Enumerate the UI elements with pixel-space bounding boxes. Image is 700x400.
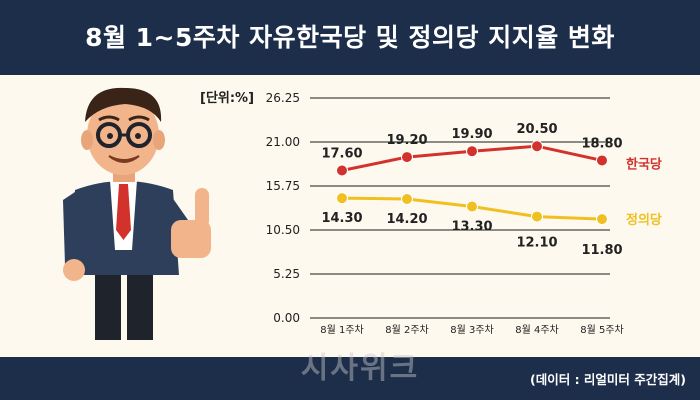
footer-bar [0, 357, 700, 400]
data-label: 17.60 [321, 146, 362, 161]
data-point [336, 164, 348, 177]
y-tick-label: 26.25 [266, 91, 300, 105]
y-tick-label: 10.50 [266, 223, 300, 237]
data-point [336, 192, 348, 205]
x-tick-label: 8월 3주차 [450, 324, 494, 336]
y-tick-label: 0.00 [273, 311, 300, 325]
data-point [531, 140, 543, 153]
data-label: 14.20 [386, 212, 427, 227]
unit-label: [단위:%] [200, 91, 255, 106]
data-label: 19.20 [386, 133, 427, 148]
businessman-thumbs-up-illustration [63, 87, 211, 340]
data-point [531, 210, 543, 223]
data-label: 14.30 [321, 211, 362, 226]
y-tick-label: 5.25 [273, 267, 300, 281]
y-tick-label: 15.75 [266, 179, 300, 193]
source-note: (데이터 : 리얼미터 주간집계) [530, 372, 686, 387]
data-point [401, 151, 413, 164]
x-tick-label: 8월 4주차 [515, 324, 559, 336]
y-tick-label: 21.00 [266, 135, 300, 149]
data-label: 19.90 [451, 127, 492, 142]
legend-label: 한국당 [626, 156, 662, 172]
data-label: 11.80 [581, 243, 622, 258]
data-point [401, 192, 413, 205]
x-tick-label: 8월 2주차 [385, 324, 429, 336]
data-label: 20.50 [516, 122, 557, 137]
legend-label: 정의당 [626, 212, 662, 228]
watermark-logo: 시사위크 [300, 351, 420, 386]
data-point [596, 154, 608, 167]
data-point [596, 213, 608, 226]
data-label: 13.30 [451, 220, 492, 235]
data-label: 18.80 [581, 136, 622, 151]
data-label: 12.10 [516, 236, 557, 251]
data-point [466, 200, 478, 213]
page-title: 8월 1~5주차 자유한국당 및 정의당 지지율 변화 [85, 23, 615, 52]
header-bar [0, 0, 700, 75]
x-tick-label: 8월 5주차 [580, 324, 624, 336]
data-point [466, 145, 478, 158]
x-tick-label: 8월 1주차 [320, 324, 364, 336]
